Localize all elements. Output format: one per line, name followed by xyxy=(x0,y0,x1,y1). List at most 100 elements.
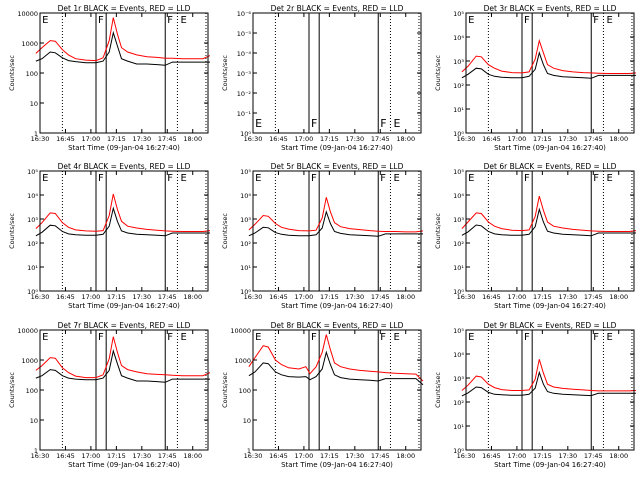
x-tick-label: 18:00 xyxy=(609,293,628,301)
marker-letter: E xyxy=(468,173,474,184)
plot-panel-7: Det 7r BLACK = Events, RED = LLD Counts/s… xyxy=(8,321,211,469)
x-tick-label: 17:45 xyxy=(158,293,177,301)
x-tick-label: 18:00 xyxy=(396,452,415,460)
marker-letter: F xyxy=(98,332,104,343)
y-axis-label: Counts/sec xyxy=(434,372,442,408)
x-tick-label: 17:45 xyxy=(371,452,390,460)
y-tick-label: 10⁻⁴ xyxy=(237,50,252,58)
x-tick-label: 17:15 xyxy=(320,293,339,301)
y-tick-label: 1 xyxy=(247,447,251,455)
x-axis-label: Start Time (09-Jan-04 16:27:40) xyxy=(68,461,180,469)
marker-letter: E xyxy=(255,117,262,130)
x-tick-label: 16:30 xyxy=(244,135,263,143)
x-tick-label: 17:15 xyxy=(320,452,339,460)
x-tick-label: 18:00 xyxy=(183,293,202,301)
y-tick-label: 10⁰ xyxy=(453,130,464,138)
y-tick-label: 10⁵ xyxy=(240,168,251,176)
x-tick-label: 17:00 xyxy=(82,452,101,460)
marker-letter: F xyxy=(380,117,386,130)
series-line-events xyxy=(248,210,423,237)
x-tick-label: 16:45 xyxy=(56,135,75,143)
series-line-events xyxy=(248,350,424,386)
x-tick-label: 18:00 xyxy=(396,293,415,301)
y-tick-label: 10² xyxy=(453,82,464,90)
marker-letter: E xyxy=(393,332,399,343)
x-axis-label: Start Time (09-Jan-04 16:27:40) xyxy=(281,461,393,469)
y-axis-label: Counts/sec xyxy=(434,55,442,91)
y-tick-label: 1000 xyxy=(234,357,251,365)
y-tick-label: 10³ xyxy=(240,216,251,224)
x-tick-label: 17:30 xyxy=(345,293,364,301)
x-tick-label: 16:30 xyxy=(31,135,50,143)
marker-letter: F xyxy=(380,173,386,184)
y-tick-label: 10⁴ xyxy=(27,192,38,200)
x-tick-label: 17:45 xyxy=(158,452,177,460)
x-tick-label: 16:45 xyxy=(482,452,501,460)
series-line-events xyxy=(35,349,210,383)
series-line-events xyxy=(35,30,210,66)
x-axis-label: Start Time (09-Jan-04 16:27:40) xyxy=(281,302,393,310)
y-tick-label: 10000 xyxy=(17,327,38,335)
plot-frame xyxy=(39,329,209,451)
marker-letter: F xyxy=(98,173,104,184)
x-tick-label: 16:45 xyxy=(56,452,75,460)
marker-letter: F xyxy=(311,117,317,130)
plot-title: Det 1r BLACK = Events, RED = LLD xyxy=(58,4,191,13)
y-tick-label: 10² xyxy=(453,399,464,407)
plot-title: Det 6r BLACK = Events, RED = LLD xyxy=(484,162,617,171)
x-tick-label: 16:45 xyxy=(269,293,288,301)
y-axis-label: Counts/sec xyxy=(221,213,229,249)
marker-letter: E xyxy=(606,332,612,343)
plot-title: Det 5r BLACK = Events, RED = LLD xyxy=(271,162,404,171)
series-line-lld xyxy=(461,359,637,392)
y-tick-label: 10⁵ xyxy=(27,168,38,176)
x-axis-label: Start Time (09-Jan-04 16:27:40) xyxy=(281,144,393,152)
y-tick-label: 10⁵ xyxy=(453,168,464,176)
plot-frame xyxy=(39,12,209,134)
y-tick-label: 10⁻⁵ xyxy=(237,30,252,38)
marker-letter: E xyxy=(42,15,48,26)
marker-letter: E xyxy=(180,332,186,343)
plot-panel-2: Det 2r BLACK = Events, RED = LLD Counts/s… xyxy=(221,4,422,152)
series-line-events xyxy=(35,206,210,237)
plot-title: Det 9r BLACK = Events, RED = LLD xyxy=(484,321,617,330)
marker-letter: E xyxy=(180,173,186,184)
marker-letter: E xyxy=(180,15,186,26)
x-axis-label: Start Time (09-Jan-04 16:27:40) xyxy=(68,144,180,152)
x-tick-label: 17:15 xyxy=(320,135,339,143)
plot-frame xyxy=(465,170,635,292)
series-line-lld xyxy=(248,197,424,233)
y-tick-label: 10⁴ xyxy=(453,34,464,42)
x-tick-label: 18:00 xyxy=(396,135,415,143)
plot-panel-6: Det 6r BLACK = Events, RED = LLD Counts/s… xyxy=(434,162,637,310)
x-tick-label: 17:15 xyxy=(107,452,126,460)
marker-letter: F xyxy=(593,173,599,184)
marker-letter: E xyxy=(42,173,48,184)
marker-letter: E xyxy=(606,173,612,184)
x-tick-label: 16:30 xyxy=(244,293,263,301)
y-tick-label: 10⁵ xyxy=(453,327,464,335)
y-tick-label: 10000 xyxy=(17,10,38,18)
x-axis-label: Start Time (09-Jan-04 16:27:40) xyxy=(68,302,180,310)
x-tick-label: 17:00 xyxy=(295,293,314,301)
y-tick-label: 10⁻¹ xyxy=(237,110,252,118)
marker-letter: F xyxy=(311,332,317,343)
x-tick-label: 17:30 xyxy=(345,135,364,143)
x-tick-label: 16:45 xyxy=(269,452,288,460)
series-line-lld xyxy=(35,17,211,62)
x-tick-label: 17:00 xyxy=(295,135,314,143)
y-axis-label: Counts/sec xyxy=(221,55,229,91)
x-tick-label: 16:30 xyxy=(244,452,263,460)
plot-panel-1: Det 1r BLACK = Events, RED = LLD Counts/s… xyxy=(8,4,211,152)
y-axis-label: Counts/sec xyxy=(8,55,16,91)
y-tick-label: 1 xyxy=(34,130,38,138)
y-tick-label: 10⁻³ xyxy=(237,70,252,78)
y-tick-label: 10¹ xyxy=(27,264,38,272)
x-tick-label: 17:45 xyxy=(371,135,390,143)
x-tick-label: 17:30 xyxy=(132,135,151,143)
marker-letter: E xyxy=(468,332,474,343)
x-tick-label: 17:30 xyxy=(558,452,577,460)
y-axis-label: Counts/sec xyxy=(8,213,16,249)
y-tick-label: 10² xyxy=(240,240,251,248)
x-tick-label: 16:45 xyxy=(56,293,75,301)
